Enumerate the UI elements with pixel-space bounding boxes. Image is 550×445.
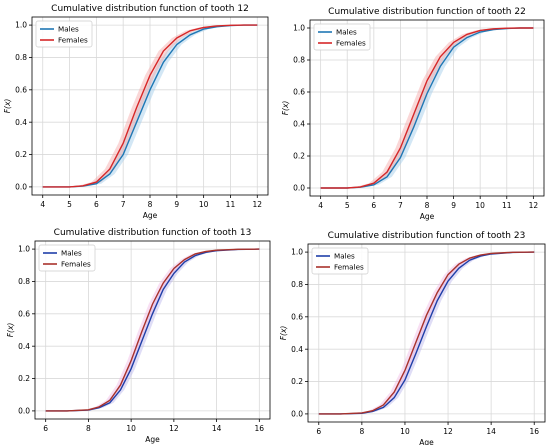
plot-frame — [307, 243, 546, 423]
y-axis-label: F(x) — [6, 323, 15, 338]
x-tick-label: 11 — [502, 201, 512, 210]
y-tick-label: 0.4 — [15, 118, 27, 127]
x-tick-label: 8 — [425, 201, 430, 210]
series-line-males — [45, 248, 260, 412]
x-tick-label: 14 — [486, 427, 496, 436]
series-line-females — [42, 24, 258, 188]
band-females — [41, 249, 264, 411]
chart-title: Cumulative distribution function of toot… — [328, 231, 526, 241]
x-axis-label: Age — [420, 212, 435, 221]
y-tick-label: 0.2 — [291, 377, 303, 386]
y-tick-label: 0.8 — [293, 56, 305, 65]
legend-label-females: Females — [334, 263, 364, 272]
y-tick-label: 0.4 — [18, 342, 30, 351]
y-tick-label: 0.6 — [291, 312, 303, 321]
chart-3: 6 8 10 12 14 16 0.0 0.2 0.4 0.6 0.8 1.0 Cumulative d… — [6, 228, 271, 444]
x-tick-label: 6 — [371, 201, 376, 210]
y-axis-label: F(x) — [3, 99, 12, 114]
x-tick-label: 6 — [43, 424, 48, 433]
x-tick-label: 4 — [40, 200, 45, 209]
x-tick-label: 6 — [316, 427, 321, 436]
chart-1: 4 5 6 7 8 9 10 11 12 0.0 0.2 0.4 0.6 0.8 1.0 Cumulative… — [3, 4, 269, 220]
y-tick-label: 0.0 — [18, 407, 30, 416]
y-axis-label: F(x) — [281, 101, 290, 116]
x-tick-label: 9 — [174, 200, 179, 209]
y-tick-label: 0.8 — [15, 53, 27, 62]
y-tick-label: 1.0 — [291, 248, 303, 257]
x-tick-label: 12 — [252, 200, 262, 209]
band-males — [41, 249, 264, 411]
x-tick-label: 11 — [226, 200, 236, 209]
plot-frame — [34, 240, 271, 420]
y-tick-label: 0.0 — [293, 184, 305, 193]
chart-title: Cumulative distribution function of toot… — [51, 4, 249, 14]
y-tick-label: 0.0 — [291, 410, 303, 419]
y-tick-label: 0.4 — [291, 345, 303, 354]
x-tick-label: 16 — [255, 424, 265, 433]
y-tick-label: 0.8 — [18, 277, 30, 286]
x-tick-label: 8 — [148, 200, 153, 209]
series-line-females — [320, 27, 534, 189]
legend-label-males: Males — [334, 252, 355, 261]
x-tick-label: 8 — [86, 424, 91, 433]
y-tick-label: 1.0 — [15, 21, 27, 30]
legend-label-females: Females — [61, 260, 91, 269]
legend: Males Females — [35, 20, 93, 48]
y-tick-label: 1.0 — [293, 24, 305, 33]
chart-title: Cumulative distribution function of toot… — [54, 228, 252, 238]
x-tick-label: 7 — [398, 201, 403, 210]
y-tick-label: 0.2 — [15, 150, 27, 159]
legend-label-males: Males — [58, 25, 79, 34]
legend: Males Females — [313, 23, 371, 51]
x-axis-label: Age — [145, 435, 160, 444]
x-tick-label: 5 — [67, 200, 72, 209]
x-tick-label: 10 — [475, 201, 485, 210]
x-axis-label: Age — [419, 438, 434, 445]
series-line-females — [318, 251, 535, 415]
legend-label-females: Females — [58, 36, 88, 45]
legend: Males Females — [311, 247, 369, 275]
x-tick-label: 10 — [199, 200, 209, 209]
y-tick-label: 0.8 — [291, 280, 303, 289]
x-tick-label: 10 — [126, 424, 136, 433]
chart-2: 4 5 6 7 8 9 10 11 12 0.0 0.2 0.4 0.6 0.8 1.0 Cumulative… — [281, 7, 545, 221]
legend-label-males: Males — [61, 249, 82, 258]
legend-label-females: Females — [336, 39, 366, 48]
x-tick-label: 12 — [443, 427, 453, 436]
x-tick-label: 5 — [345, 201, 350, 210]
x-tick-label: 12 — [169, 424, 179, 433]
series-line-females — [45, 248, 260, 412]
x-tick-label: 8 — [359, 427, 364, 436]
x-tick-label: 9 — [451, 201, 456, 210]
x-tick-label: 7 — [121, 200, 126, 209]
y-tick-label: 1.0 — [18, 245, 30, 254]
legend-label-males: Males — [336, 28, 357, 37]
x-tick-label: 6 — [94, 200, 99, 209]
x-axis-label: Age — [143, 211, 158, 220]
chart-title: Cumulative distribution function of toot… — [328, 7, 526, 17]
x-tick-label: 14 — [212, 424, 222, 433]
legend: Males Females — [38, 244, 96, 272]
x-tick-label: 12 — [529, 201, 539, 210]
y-tick-label: 0.4 — [293, 120, 305, 129]
x-tick-label: 10 — [400, 427, 410, 436]
y-axis-label: F(x) — [279, 326, 288, 341]
x-tick-label: 4 — [318, 201, 323, 210]
y-tick-label: 0.6 — [18, 309, 30, 318]
y-tick-label: 0.6 — [293, 88, 305, 97]
y-tick-label: 0.2 — [293, 152, 305, 161]
chart-4: 6 8 10 12 14 16 0.0 0.2 0.4 0.6 0.8 1.0 Cumulative d… — [279, 231, 546, 445]
y-tick-label: 0.0 — [15, 183, 27, 192]
y-tick-label: 0.6 — [15, 85, 27, 94]
y-tick-label: 0.2 — [18, 374, 30, 383]
x-tick-label: 16 — [529, 427, 539, 436]
band-males — [314, 252, 539, 414]
